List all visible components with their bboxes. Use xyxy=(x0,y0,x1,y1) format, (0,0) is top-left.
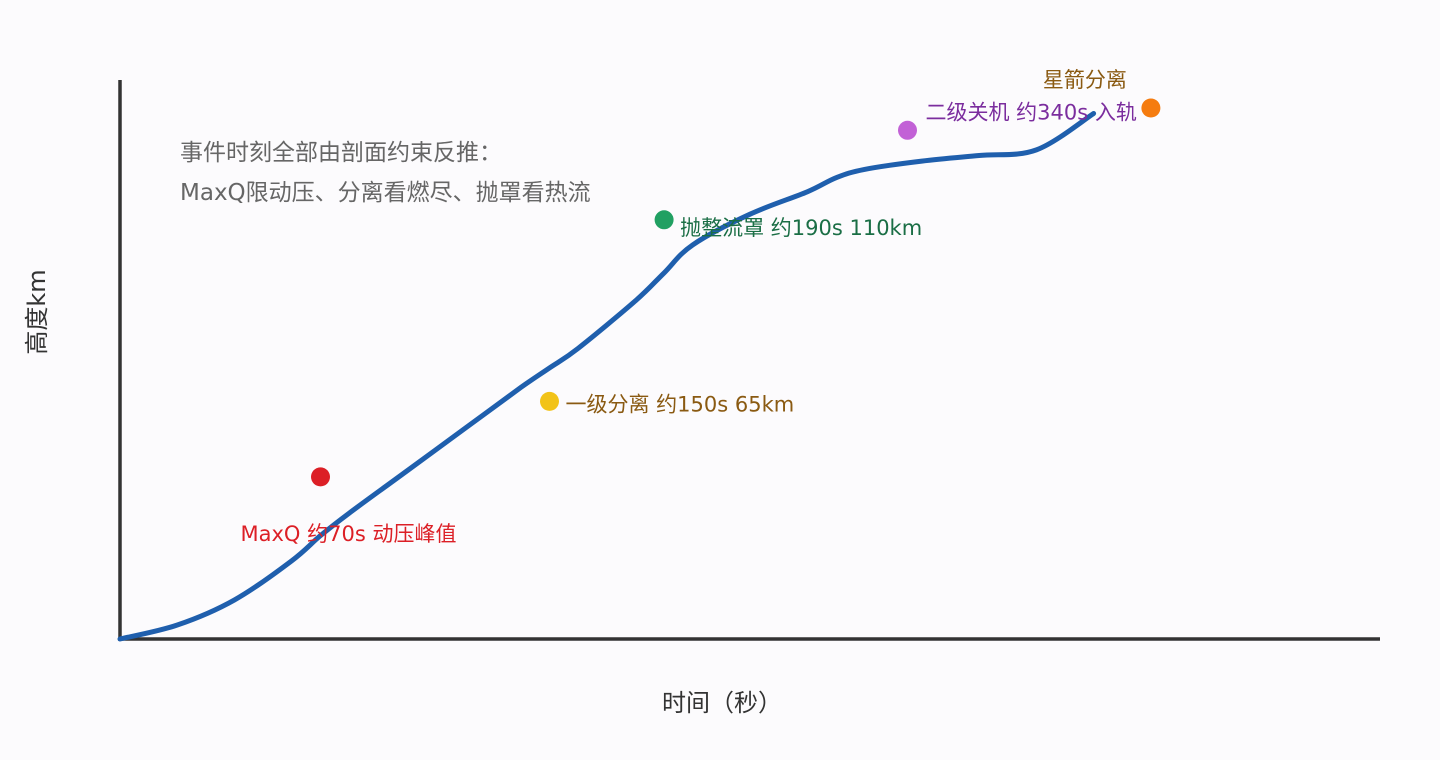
event-label-2: 一级分离 约150s 65km xyxy=(566,392,795,416)
annotation-note: 事件时刻全部由剖面约束反推： MaxQ限动压、分离看燃尽、抛罩看热流 xyxy=(180,140,591,206)
annotation-line-2: MaxQ限动压、分离看燃尽、抛罩看热流 xyxy=(180,180,591,206)
event-point-5 xyxy=(1141,98,1161,118)
event-2: 一级分离 约150s 65km xyxy=(540,391,795,416)
event-label-4: 二级关机 约340s 入轨 xyxy=(926,100,1137,124)
x-axis-label: 时间（秒） xyxy=(662,689,782,717)
event-label-3: 抛整流罩 约190s 110km xyxy=(680,216,922,240)
event-1: MaxQ 约70s 动压峰值 xyxy=(241,467,457,546)
y-axis-label: 高度km xyxy=(23,269,51,354)
event-label-5: 星箭分离 xyxy=(1043,68,1127,92)
event-point-3 xyxy=(654,210,674,230)
event-label-1: MaxQ 约70s 动压峰值 xyxy=(241,522,457,546)
event-5: 星箭分离 xyxy=(1043,68,1161,118)
event-4: 二级关机 约340s 入轨 xyxy=(898,100,1137,140)
annotation-line-1: 事件时刻全部由剖面约束反推： xyxy=(180,140,502,166)
axes xyxy=(118,80,1380,641)
series-line-altitude xyxy=(117,111,1097,642)
event-point-4 xyxy=(898,120,917,140)
event-point-2 xyxy=(540,391,559,411)
event-point-1 xyxy=(311,467,330,487)
event-markers: MaxQ 约70s 动压峰值 一级分离 约150s 65km 抛整流罩 约190s … xyxy=(241,68,1161,546)
event-3: 抛整流罩 约190s 110km xyxy=(654,210,922,240)
